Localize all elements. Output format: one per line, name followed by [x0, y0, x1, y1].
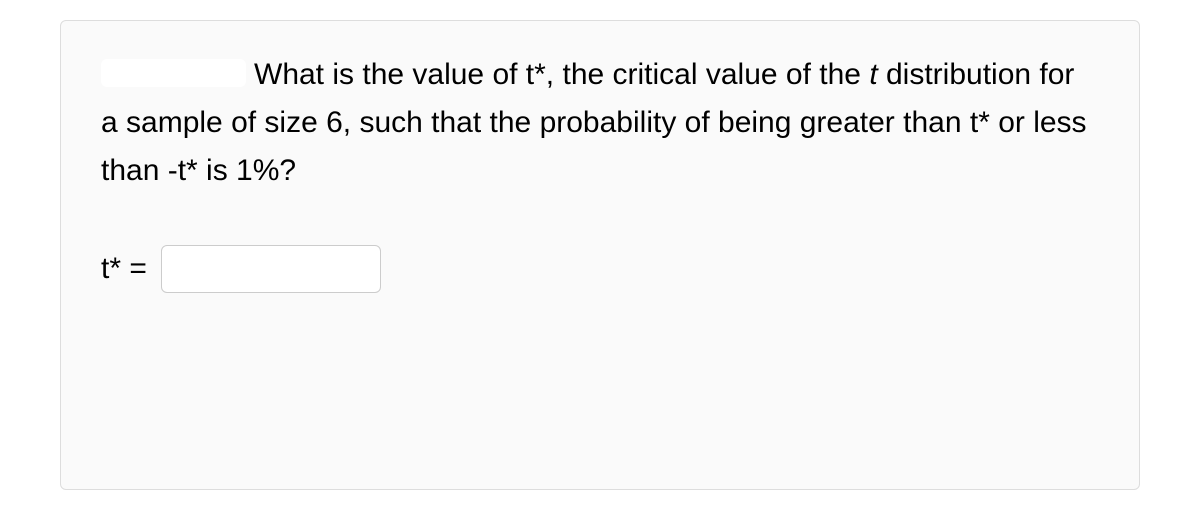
- question-part-1: What is the value of t*, the critical va…: [254, 58, 869, 91]
- answer-input[interactable]: [161, 245, 381, 293]
- redaction-block: [101, 59, 246, 87]
- question-italic-t: t: [869, 58, 877, 91]
- question-text: What is the value of t*, the critical va…: [101, 51, 1099, 195]
- question-container: What is the value of t*, the critical va…: [60, 20, 1140, 490]
- answer-row: t* =: [101, 245, 1099, 293]
- answer-label: t* =: [101, 252, 147, 286]
